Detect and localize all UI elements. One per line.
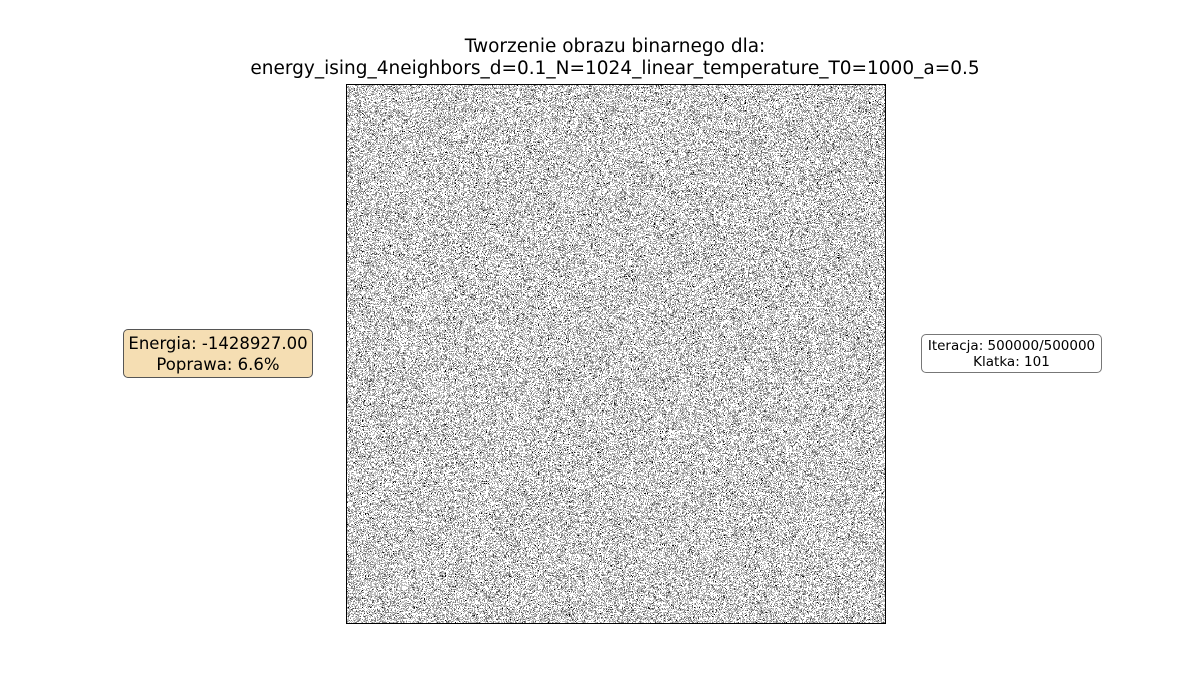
- binary-image-axes: [346, 84, 886, 624]
- improvement-value-text: Poprawa: 6.6%: [156, 355, 280, 374]
- binary-ising-image: [347, 85, 885, 623]
- energy-value-text: Energia: -1428927.00: [128, 334, 308, 353]
- energy-info-box: Energia: -1428927.00 Poprawa: 6.6%: [123, 329, 313, 378]
- chart-title: Tworzenie obrazu binarnego dla: energy_i…: [165, 36, 1065, 80]
- chart-title-line2: energy_ising_4neighbors_d=0.1_N=1024_lin…: [250, 58, 980, 79]
- chart-title-line1: Tworzenie obrazu binarnego dla:: [464, 36, 766, 57]
- iteration-info-box: Iteracja: 500000/500000 Klatka: 101: [921, 334, 1102, 373]
- frame-value-text: Klatka: 101: [973, 354, 1050, 370]
- iteration-value-text: Iteracja: 500000/500000: [927, 338, 1096, 354]
